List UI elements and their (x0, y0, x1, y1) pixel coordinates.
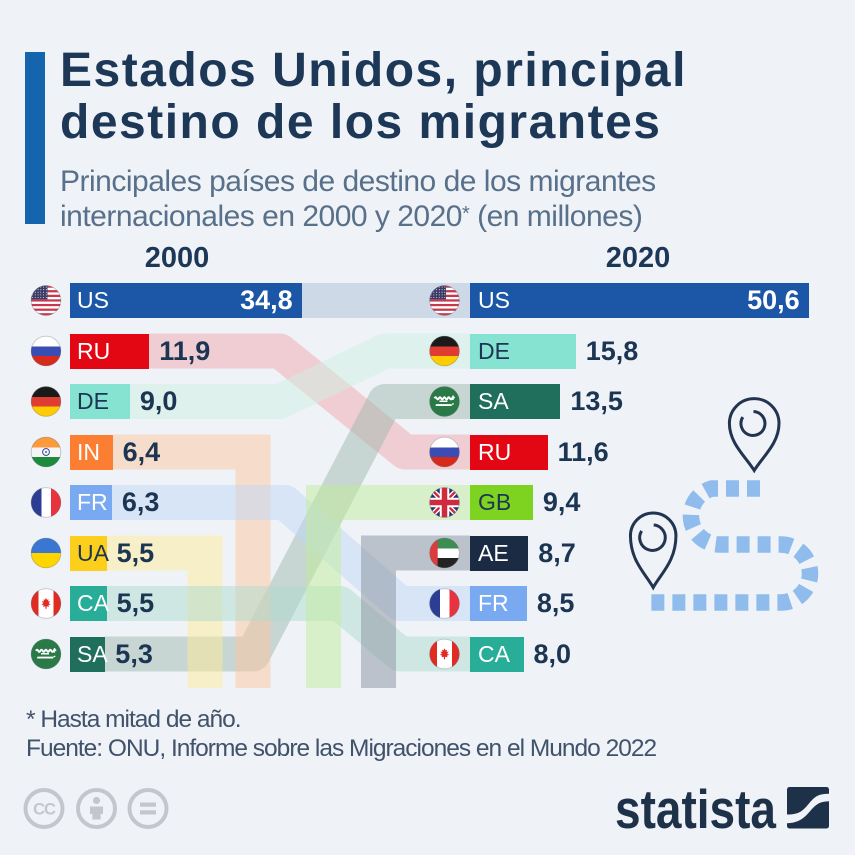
svg-text:CC: CC (33, 801, 56, 819)
svg-text:statista: statista (615, 778, 776, 840)
